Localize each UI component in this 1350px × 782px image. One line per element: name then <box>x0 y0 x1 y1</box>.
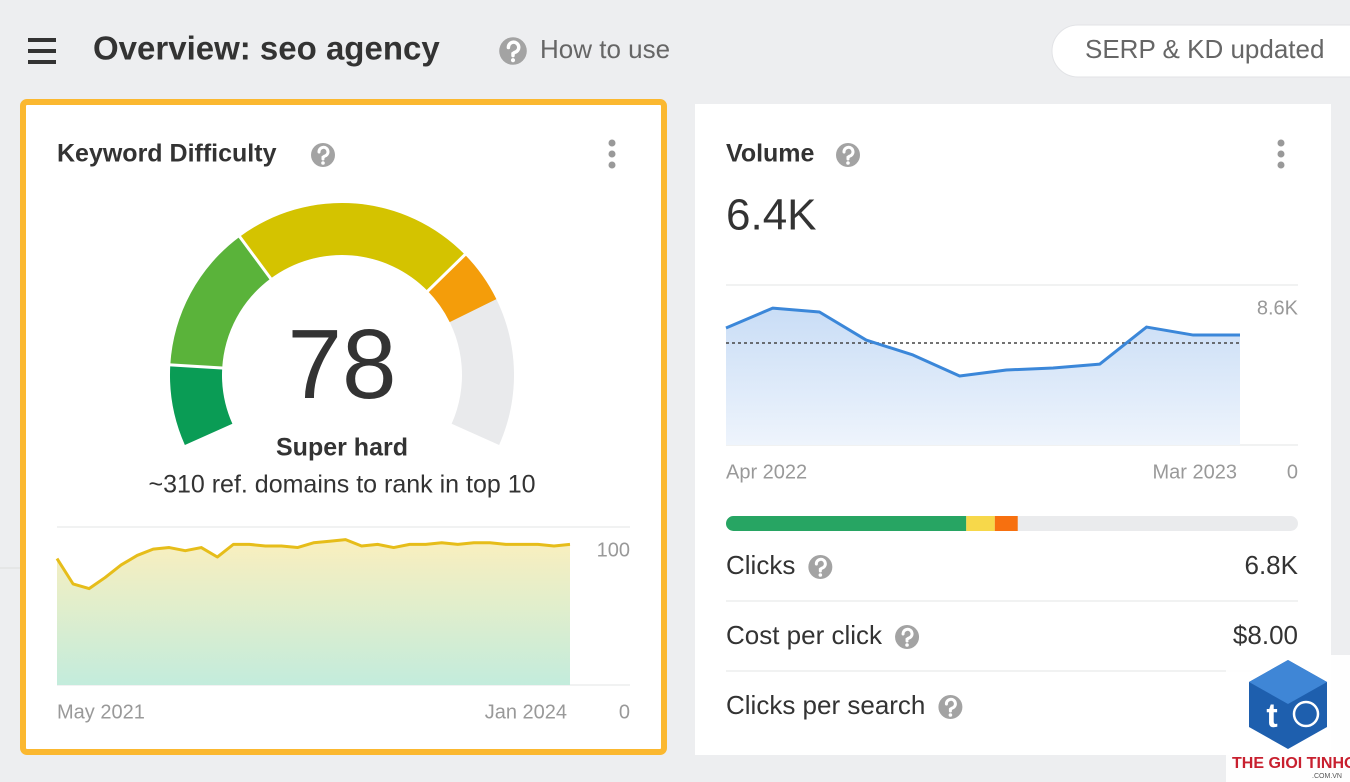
gauge-gap <box>237 234 274 282</box>
kd-chart: 0 100 May 2021 Jan 2024 <box>55 526 630 723</box>
metric-label: Clicks per search <box>726 690 925 720</box>
volume-chart: 0 8.6K Apr 2022 Mar 2023 <box>725 284 1299 483</box>
how-to-use-link[interactable]: How to use <box>540 34 670 64</box>
gauge-gap <box>168 363 225 370</box>
watermark-domain: .COM.VN <box>1312 773 1342 780</box>
x-tick-label: Mar 2023 <box>1153 461 1238 483</box>
y-tick-label: 0 <box>1287 461 1298 483</box>
status-text: SERP & KD updated <box>1085 34 1324 64</box>
volume-value: 6.4K <box>726 191 817 240</box>
how-to-use[interactable]: How to use <box>497 34 670 67</box>
watermark: t THE GIOI TINHOC .COM.VN <box>1226 655 1350 782</box>
status-pill: SERP & KD updated <box>1051 24 1350 78</box>
kd-score: 78 <box>287 309 396 419</box>
help-icon[interactable] <box>309 141 337 169</box>
metric-label: Cost per click <box>726 620 883 650</box>
trend-line <box>55 538 571 591</box>
kd-label: Super hard <box>276 434 408 462</box>
metric-value: 6.8K <box>1245 550 1299 580</box>
kd-note: ~310 ref. domains to rank in top 10 <box>148 471 535 499</box>
help-icon[interactable] <box>893 623 921 651</box>
metric-value: $8.00 <box>1233 620 1298 650</box>
serp-bar-segment <box>726 516 967 531</box>
serp-bar-segment <box>966 516 995 531</box>
kebab-menu[interactable] <box>608 139 616 169</box>
metric-label: Clicks <box>726 550 795 580</box>
y-tick-label: 0 <box>619 701 630 723</box>
kebab-menu[interactable] <box>1277 139 1285 169</box>
trend-line <box>725 306 1240 378</box>
x-tick-label: Apr 2022 <box>726 461 807 483</box>
watermark-brand: THE GIOI TINHOC <box>1232 755 1350 772</box>
x-tick-label: Jan 2024 <box>485 701 567 723</box>
card-title: Keyword Difficulty <box>57 140 277 168</box>
y-tick-label: 8.6K <box>1257 297 1299 319</box>
gauge-segment <box>239 202 465 292</box>
help-icon[interactable] <box>806 553 834 581</box>
serp-bar <box>726 516 1298 531</box>
y-tick-label: 100 <box>597 539 630 561</box>
gauge <box>168 202 514 445</box>
help-icon[interactable] <box>936 693 964 721</box>
page-title: Overview: seo agency <box>93 30 440 67</box>
card-title: Volume <box>726 140 815 168</box>
serp-bar-segment <box>994 516 1018 531</box>
gauge-segment <box>427 254 497 323</box>
svg-text:t: t <box>1266 697 1277 735</box>
gauge-segment <box>170 364 233 445</box>
menu-button[interactable] <box>28 38 56 64</box>
help-icon[interactable] <box>834 141 862 169</box>
gauge-segment <box>170 236 271 368</box>
x-tick-label: May 2021 <box>57 701 145 723</box>
area-fill <box>57 539 570 685</box>
gauge-gap <box>425 252 468 294</box>
